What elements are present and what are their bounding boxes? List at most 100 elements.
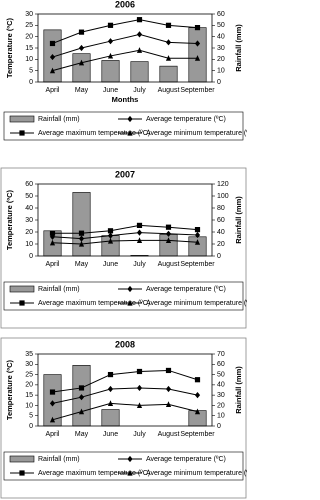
y-tick-label: 10 (25, 402, 33, 409)
x-axis-label: Months (112, 95, 139, 104)
y2-tick-label: 10 (217, 413, 225, 420)
marker (49, 389, 56, 395)
line (52, 19, 198, 44)
y-tick-label: 10 (25, 56, 33, 63)
y2-tick-label: 120 (217, 181, 229, 188)
y-tick-label: 40 (25, 205, 33, 212)
legend-label: Average temperature (ºC) (146, 286, 226, 293)
legend-label: Average minimum temperature (ºC) (146, 130, 247, 137)
marker (107, 400, 114, 406)
y2-tick-label: 40 (217, 229, 225, 236)
marker (165, 230, 172, 237)
marker (136, 229, 143, 236)
legend-label: Rainfall (mm) (38, 456, 80, 463)
plot-frame (37, 353, 213, 427)
y-tick-label: 15 (25, 392, 33, 399)
line (52, 224, 198, 234)
marker (136, 47, 143, 53)
y2-tick-label: 70 (217, 351, 225, 358)
marker (49, 53, 56, 61)
marker (127, 129, 133, 136)
marker (165, 401, 172, 407)
y-tick-label: 25 (25, 371, 33, 378)
line (52, 387, 198, 404)
line (52, 232, 198, 240)
x-tick-label: May (75, 87, 89, 94)
marker (49, 416, 56, 423)
marker (165, 367, 172, 374)
line (52, 33, 198, 58)
y2-tick-label: 20 (217, 56, 225, 63)
marker (127, 285, 133, 293)
marker (165, 55, 172, 61)
legend-swatch (9, 115, 35, 123)
marker (19, 130, 25, 136)
marker (107, 371, 114, 378)
legend-label: Average temperature (ºC) (146, 116, 226, 123)
x-tick-label: April (45, 261, 59, 268)
x-tick-label: June (103, 261, 118, 268)
legend-label: Rainfall (mm) (38, 286, 80, 293)
bar (101, 60, 120, 83)
y2-tick-label: 10 (217, 68, 225, 75)
marker (78, 240, 85, 247)
y2-axis-label: Rainfall (mm) (234, 366, 243, 414)
legend-label: Rainfall (mm) (38, 116, 80, 123)
y2-axis-label: Rainfall (mm) (234, 196, 243, 244)
marker (107, 52, 114, 59)
x-tick-label: May (75, 431, 89, 438)
marker (49, 67, 56, 74)
bar (188, 27, 207, 83)
legend-label: Average maximum temperature (ºC) (38, 130, 150, 137)
x-tick-label: April (45, 87, 59, 94)
y-tick-label: 5 (29, 68, 33, 75)
y-tick-label: 30 (25, 361, 33, 368)
marker (136, 237, 143, 243)
y2-tick-label: 40 (217, 34, 225, 41)
y2-tick-label: 0 (217, 253, 221, 260)
marker (19, 300, 25, 306)
marker (49, 239, 56, 246)
legend-box (3, 111, 244, 141)
marker (136, 17, 143, 23)
legend-label: Average minimum temperature (ºC) (146, 470, 247, 477)
chart-title: 2007 (115, 169, 135, 179)
marker (107, 228, 114, 234)
y-tick-label: 15 (25, 45, 33, 52)
marker (19, 470, 25, 476)
y2-axis-label: Rainfall (mm) (234, 24, 243, 72)
x-tick-label: May (75, 261, 89, 268)
marker (194, 239, 201, 245)
y-tick-label: 50 (25, 193, 33, 200)
y2-tick-label: 20 (217, 402, 225, 409)
plot-frame (37, 183, 213, 257)
chart-title: 2008 (115, 339, 135, 349)
marker (165, 39, 172, 46)
y-tick-label: 0 (29, 423, 33, 430)
panel-frame (0, 167, 247, 329)
y-tick-label: 25 (25, 22, 33, 29)
marker (78, 44, 85, 52)
x-tick-label: September (180, 87, 215, 94)
y-tick-label: 0 (29, 253, 33, 260)
y-tick-label: 35 (25, 351, 33, 358)
y-tick-label: 20 (25, 229, 33, 236)
marker (127, 455, 133, 463)
y-tick-label: 5 (29, 413, 33, 420)
marker (49, 230, 56, 236)
y2-tick-label: 80 (217, 205, 225, 212)
y2-tick-label: 50 (217, 22, 225, 29)
y2-tick-label: 30 (217, 45, 225, 52)
line (52, 49, 198, 72)
marker (78, 385, 85, 391)
x-tick-label: July (133, 261, 146, 268)
y2-tick-label: 0 (217, 79, 221, 86)
marker (136, 31, 143, 38)
marker (127, 115, 133, 123)
y-axis-label: Temperature (ºC) (5, 189, 14, 250)
legend-label: Average temperature (ºC) (146, 456, 226, 463)
y-axis-label: Temperature (ºC) (5, 359, 14, 420)
marker (165, 237, 172, 243)
marker (165, 22, 172, 28)
